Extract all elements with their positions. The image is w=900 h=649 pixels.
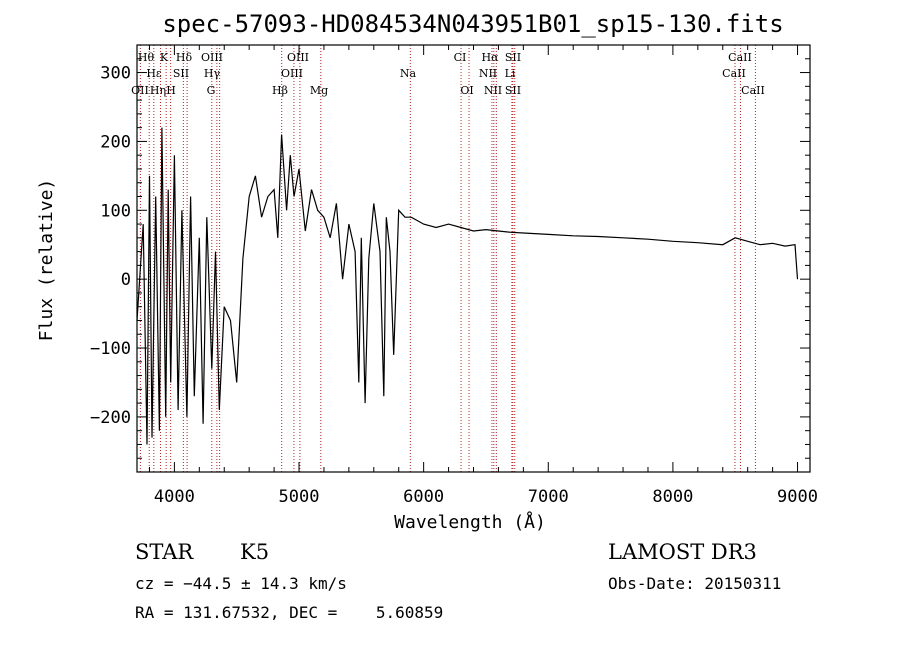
x-axis-label: Wavelength (Å) [394,511,546,533]
line-label-mid-7: CaII [722,67,746,80]
line-label-top-8: CaII [728,51,752,64]
line-label-mid-0: Hε [146,67,162,80]
line-label-mid-3: OIII [281,67,303,80]
observation-date: Obs-Date: 20150311 [608,574,782,593]
survey-label: LAMOST DR3 [608,540,757,564]
line-label-mid-6: Li [505,67,516,80]
line-label-top-6: Hα [481,51,499,64]
coordinates: RA = 131.67532, DEC = 5.60859 [135,603,444,622]
object-type: STAR [135,540,194,564]
line-label-bot-8: SII [505,84,521,97]
y-tick-label-5: 300 [100,64,131,84]
line-label-bot-1: Hη [150,84,166,97]
y-axis-label: Flux (relative) [36,179,57,342]
y-tick-label-4: 200 [100,132,131,152]
line-label-bot-3: G [207,84,216,97]
redshift-velocity: cz = −44.5 ± 14.3 km/s [135,574,347,593]
line-label-top-1: K [160,51,169,64]
chart-title: spec-57093-HD084534N043951B01_sp15-130.f… [162,10,783,38]
spectrum-series [136,127,799,445]
x-tick-label-1: 5000 [279,487,320,507]
line-label-top-0: Hθ [138,51,155,64]
line-label-bot-4: Hβ [272,84,288,97]
x-tick-label-4: 8000 [652,487,693,507]
y-tick-label-2: 0 [121,270,131,290]
line-label-bot-2: H [166,84,176,97]
axes: 4000 5000 6000 7000 8000 9000 −200 −100 0 100 200 3… [90,44,818,507]
line-label-top-7: SII [505,51,521,64]
x-tick-label-5: 9000 [777,487,818,507]
line-label-mid-1: SII [173,67,189,80]
line-label-top-5: CI [454,51,467,64]
line-label-top-3: OIII [201,51,223,64]
line-label-bot-0: OII [131,84,149,97]
plot-frame [136,44,811,473]
y-tick-label-0: −200 [90,408,131,428]
line-label-bot-5: Mg [310,84,328,97]
line-label-bot-9: CaII [741,84,765,97]
y-tick-label-3: 100 [100,201,131,221]
x-tick-label-3: 7000 [528,487,569,507]
x-tick-label-2: 6000 [403,487,444,507]
line-label-bot-6: OI [460,84,473,97]
line-label-mid-4: Na [400,67,417,80]
line-label-mid-2: Hγ [204,67,221,80]
spectral-subclass: K5 [240,540,270,564]
y-tick-label-1: −100 [90,339,131,359]
x-tick-label-0: 4000 [154,487,195,507]
line-label-top-4: OIII [287,51,309,64]
spectral-line-markers [139,45,756,472]
spectrum-line [136,127,799,445]
spectral-line-labels: Hθ K Hδ OIII OIII CI Hα SII CaII Hε SII Hγ OIII Na NII… [131,51,765,97]
line-label-bot-7: NII [484,84,502,97]
line-label-top-2: Hδ [176,51,193,64]
line-label-mid-5: NII [479,67,497,80]
